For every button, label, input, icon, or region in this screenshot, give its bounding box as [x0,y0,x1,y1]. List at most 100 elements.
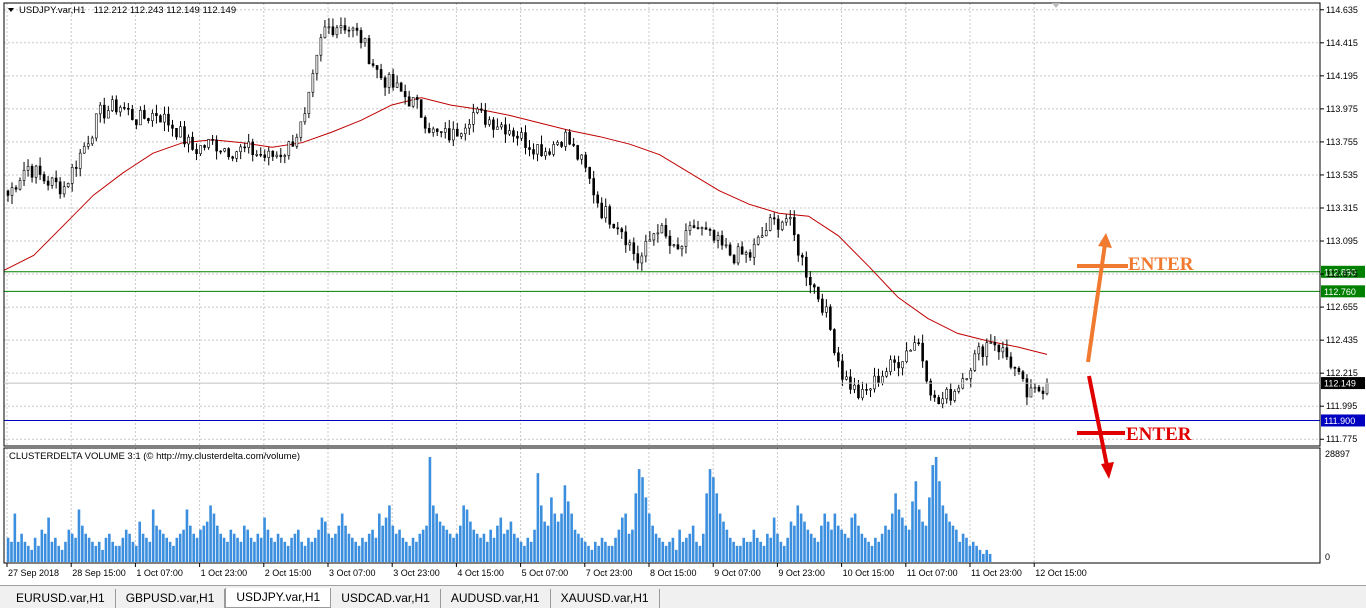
candle-body [227,148,230,158]
volume-bar [678,529,681,562]
candle-body [58,181,62,195]
candle-body [624,231,628,246]
candle-body [528,147,531,150]
volume-bar [934,457,938,562]
volume-bar [712,477,715,562]
volume-bar [145,537,148,562]
volume-bar [563,485,567,562]
price-tick-label: 113.755 [1326,137,1358,147]
volume-bar [880,533,884,562]
volume-bar [897,509,901,562]
candle-body [231,156,234,159]
volume-bar [776,533,779,562]
candle-body [427,127,431,133]
candle-body [403,91,407,98]
tab-gbpusd[interactable]: GBPUSD.var,H1 [116,589,226,608]
candle-body [853,384,856,390]
volume-bar [820,525,823,562]
candle-body [933,394,936,398]
candle-body [732,254,736,264]
candle-body [343,25,347,31]
volume-bar [435,513,438,562]
candle-body [616,227,620,230]
candle-body [652,233,656,241]
chart-shift-icon[interactable] [1052,3,1060,8]
volume-bar [651,525,654,562]
volume-bar [853,513,857,562]
volume-bar [101,549,104,562]
volume-bar [425,525,428,562]
tab-audusd[interactable]: AUDUSD.var,H1 [441,589,551,608]
symbol-title: USDJPY.var,H1 112.212 112.243 112.149 112… [19,5,236,16]
candle-body [905,350,908,362]
candle-body [488,119,491,125]
candle-body [524,132,527,148]
tab-usdcad[interactable]: USDCAD.var,H1 [331,589,441,608]
volume-bar [985,549,989,562]
candle-body [287,141,291,156]
tab-eurusd[interactable]: EURUSD.var,H1 [6,589,116,608]
volume-bar [560,513,563,562]
candle-body [772,217,776,220]
price-level-tag [1321,265,1365,278]
candle-body [556,142,559,145]
volume-bar [745,541,749,562]
volume-bar [826,521,830,562]
candle-body [335,27,339,36]
volume-bar [600,537,604,562]
volume-bar [54,537,57,562]
candle-body [1029,387,1033,398]
tab-usdjpy[interactable]: USDJPY.var,H1 [225,588,332,608]
volume-bar [219,533,222,562]
volume-bar [16,541,20,562]
candle-body [680,245,684,250]
volume-bar [229,529,233,562]
candle-body [379,69,383,79]
volume-bar [570,513,573,562]
time-scale: 27 Sep 2018 28 Sep 15:00 1 Oct 07:00 1 Oct … [8,568,1087,578]
volume-bar [715,493,719,562]
volume-bar [418,533,422,562]
volume-bar [151,509,155,562]
candle-body [331,26,335,36]
candle-body [957,387,961,392]
volume-bar [20,533,23,562]
volume-bar [246,529,249,562]
volume-bar [988,553,992,562]
volume-bar [890,513,894,562]
candle-body [893,359,896,363]
volume-bar [766,533,769,562]
time-tick-label: 4 Oct 15:00 [457,568,504,578]
volume-bar [205,521,209,562]
volume-bar [971,541,975,562]
buy-entry-annotation: ENTER [1077,233,1194,363]
price-tick-label: 111.995 [1326,401,1357,411]
volume-bar [6,537,10,562]
candle-body [913,342,916,351]
volume-bar [718,513,722,562]
volume-bar [502,533,506,562]
candle-body [472,112,475,125]
volume-bar [722,521,725,562]
candle-body [752,243,756,258]
volume-bar [799,513,803,562]
candle-body [668,235,672,246]
candle-body [151,113,154,121]
candle-body [464,127,467,135]
time-tick-label: 9 Oct 07:00 [714,568,761,578]
price-level-tag [1321,285,1365,298]
tab-xauusd[interactable]: XAUUSD.var,H1 [551,589,660,608]
volume-bar [661,541,665,562]
volume-bar [337,525,341,562]
candle-body [568,131,571,145]
volume-bar [857,525,860,562]
candle-body [175,128,178,138]
candle-body [784,218,788,223]
arrow-down-icon [1101,462,1114,479]
price-tick-label: 114.415 [1326,38,1358,48]
volume-bar [263,517,266,562]
volume-bar [57,545,61,562]
dropdown-triangle-icon[interactable] [8,8,14,12]
